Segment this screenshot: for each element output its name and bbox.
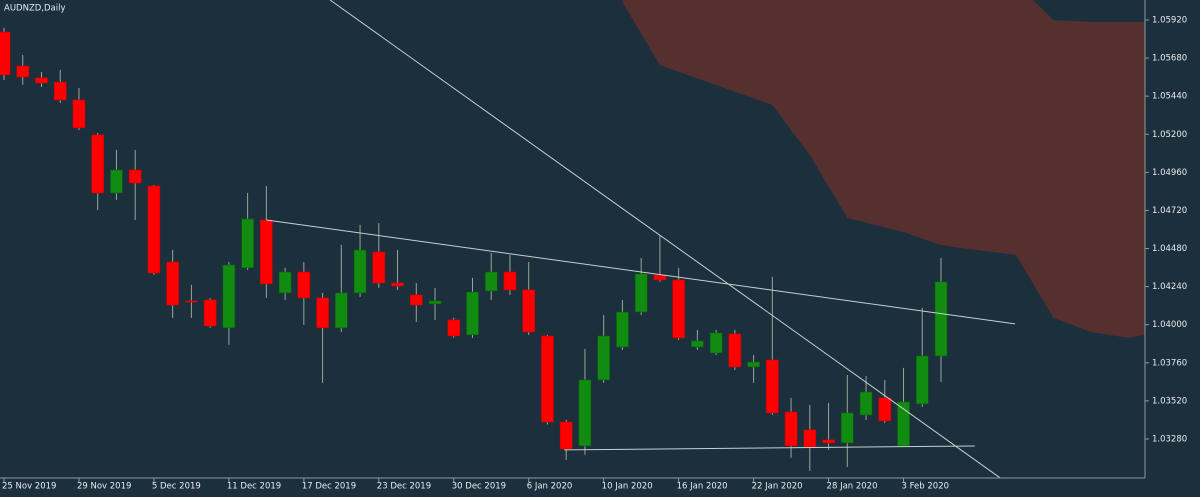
y-tick-label: 1.04240 (1152, 282, 1187, 292)
y-tick-label: 1.04000 (1152, 320, 1187, 330)
candle-body (653, 274, 667, 281)
candle-body (784, 411, 798, 447)
candle-body (840, 412, 854, 444)
candle-body (110, 169, 123, 194)
candle-body (185, 300, 198, 303)
candle-body (372, 251, 386, 284)
y-tick-label: 1.03280 (1152, 434, 1187, 444)
candle-body (522, 289, 536, 333)
candle-body (541, 335, 554, 423)
candle-body (260, 219, 273, 285)
y-tick-label: 1.05200 (1152, 130, 1187, 140)
candle-body (203, 299, 217, 327)
candle-body (559, 421, 573, 450)
candle-body (484, 271, 498, 292)
candle-body (428, 300, 442, 305)
candle-body (747, 361, 760, 368)
candle-body (409, 294, 423, 306)
y-tick-label: 1.05680 (1152, 54, 1187, 64)
x-tick-label: 16 Jan 2020 (677, 482, 728, 492)
candle-body (578, 379, 592, 447)
candle-body (691, 340, 704, 348)
candle-body (503, 271, 517, 291)
candle-body (35, 77, 48, 84)
candle-body (391, 282, 404, 287)
x-tick-label: 5 Dec 2019 (152, 482, 201, 492)
plot-area (0, 0, 1145, 478)
y-tick-label: 1.05920 (1152, 15, 1187, 25)
candle-body (16, 65, 30, 78)
candle-body (766, 359, 779, 414)
candle-body (822, 439, 835, 444)
y-tick-label: 1.03520 (1152, 396, 1187, 406)
y-tick-label: 1.04480 (1152, 244, 1187, 254)
x-tick-label: 30 Dec 2019 (452, 482, 506, 492)
candle-body (709, 332, 723, 354)
trend-line (564, 445, 975, 451)
x-tick-label: 17 Dec 2019 (302, 482, 356, 492)
candle-body (447, 319, 461, 337)
x-tick-label: 28 Jan 2020 (827, 482, 878, 492)
candle-body (859, 391, 873, 416)
candle-body (128, 169, 142, 184)
candle-body (316, 297, 329, 329)
candle-body (672, 279, 685, 339)
trend-line (266, 219, 1016, 325)
candle-body (616, 311, 629, 348)
candle-body (278, 271, 292, 294)
candle-body (241, 218, 254, 269)
candle-body (222, 264, 236, 329)
x-tick-label: 11 Dec 2019 (227, 482, 281, 492)
x-tick-label: 29 Nov 2019 (77, 482, 131, 492)
candle-body (297, 271, 311, 299)
candle-body (147, 185, 161, 274)
candle-body (53, 81, 67, 101)
x-tick-label: 6 Jan 2020 (527, 482, 573, 492)
candle-body (634, 273, 648, 313)
ichimoku-cloud (622, 0, 1145, 338)
y-tick-label: 1.03760 (1152, 358, 1187, 368)
candle-body (934, 281, 948, 357)
x-tick-label: 10 Jan 2020 (602, 482, 653, 492)
x-tick-label: 25 Nov 2019 (2, 482, 56, 492)
candle-body (466, 291, 479, 336)
trend-line (329, 0, 1001, 478)
candle-body (803, 429, 817, 448)
candle-body (0, 31, 11, 76)
candle-body (915, 355, 929, 405)
y-tick-label: 1.04960 (1152, 168, 1187, 178)
y-tick-label: 1.04720 (1152, 206, 1187, 216)
y-tick-label: 1.05440 (1152, 92, 1187, 102)
candle-body (878, 397, 892, 422)
x-tick-label: 22 Jan 2020 (752, 482, 803, 492)
candle-body (166, 261, 179, 306)
candle-body (72, 99, 86, 129)
candle-body (91, 134, 104, 194)
chart-title: AUDNZD,Daily (4, 4, 66, 14)
candle-body (897, 401, 910, 447)
candle-body (353, 249, 367, 294)
x-tick-label: 3 Feb 2020 (902, 482, 950, 492)
x-tick-label: 23 Dec 2019 (377, 482, 431, 492)
candle-body (728, 333, 742, 368)
candle-body (597, 335, 610, 381)
candle-body (335, 292, 348, 329)
